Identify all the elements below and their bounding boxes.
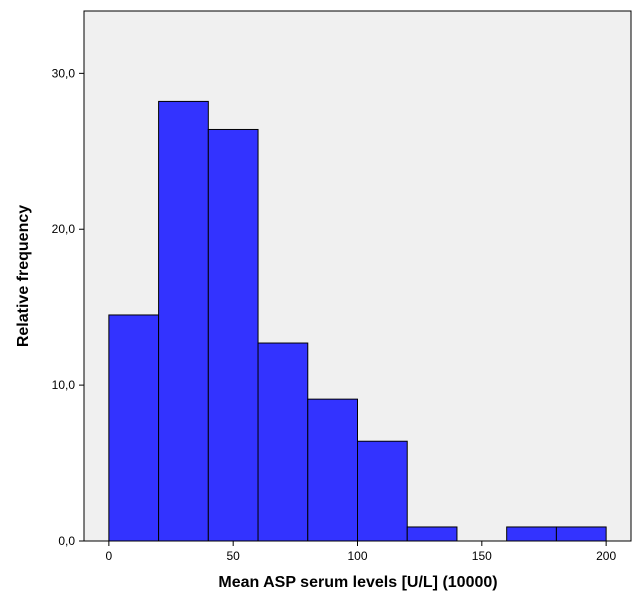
y-tick-label: 20,0 [52,222,76,236]
histogram-bar [307,398,359,542]
histogram-bar [207,128,259,542]
x-tick-label: 100 [347,549,367,563]
x-tick-label: 50 [227,549,241,563]
y-tick-label: 10,0 [52,378,76,392]
y-axis-title: Relative frequency [15,205,32,347]
histogram-bar [257,342,309,542]
x-tick-label: 0 [106,549,113,563]
bars-group [108,100,607,542]
histogram-bar [108,314,160,542]
y-tick-label: 0,0 [58,534,75,548]
y-axis: 0,0 10,0 20,0 30,0 [52,66,84,548]
x-axis-title: Mean ASP serum levels [U/L] (10000) [218,574,497,591]
y-tick-label: 30,0 [52,66,76,80]
histogram-bar [506,526,557,542]
histogram-bar [406,526,458,542]
x-tick-label: 200 [596,549,616,563]
histogram-bar [555,526,607,542]
histogram-bar [357,440,408,542]
x-tick-label: 150 [472,549,492,563]
histogram-bar [158,100,209,542]
x-axis: 0 50 100 150 200 [106,541,616,563]
